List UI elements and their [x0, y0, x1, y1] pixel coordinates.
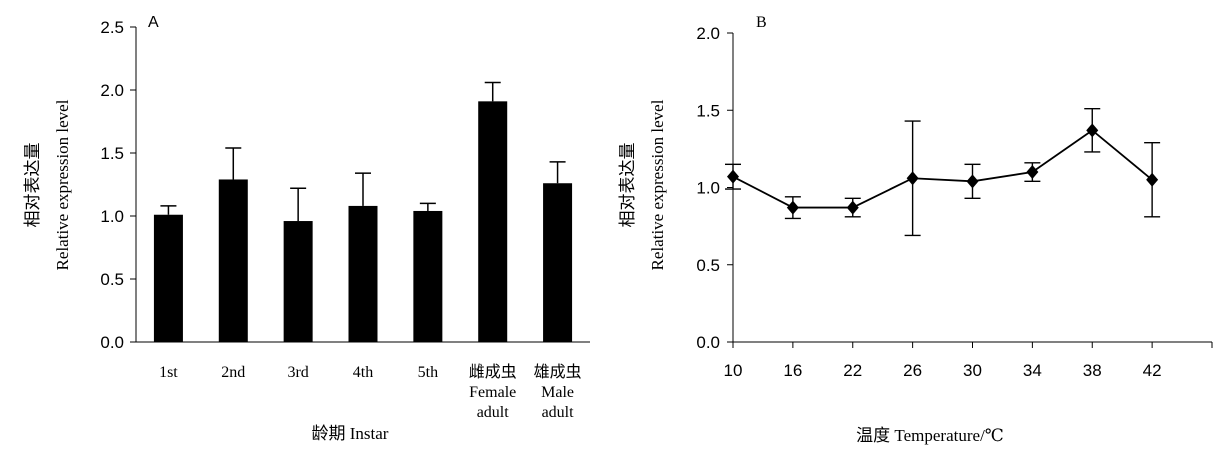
panel-b-x-label: 温度 Temperature/℃ — [856, 426, 1004, 445]
bar — [478, 101, 508, 342]
panel-b-x-ticks: 10 16 22 26 30 34 38 42 — [724, 342, 1213, 380]
x-tick-label: 42 — [1143, 361, 1162, 380]
bar — [413, 210, 443, 342]
y-tick-label: 1.0 — [100, 207, 124, 226]
data-point-marker — [727, 169, 739, 184]
data-point-marker — [1086, 123, 1099, 138]
x-tick-label: adult — [477, 404, 510, 421]
x-tick-label: Female — [469, 384, 516, 401]
x-tick-label: 16 — [783, 361, 802, 380]
x-tick-label: Male — [541, 384, 574, 401]
data-point-marker — [846, 200, 859, 215]
y-tick-label: 0.0 — [696, 333, 720, 352]
x-tick-label: 1st — [159, 364, 178, 381]
panel-a-y-ticks: 0.0 0.5 1.0 1.5 2.0 2.5 — [100, 18, 136, 352]
panel-a-bars — [153, 101, 573, 342]
x-tick-label: 4th — [353, 364, 373, 381]
x-tick-label: 26 — [903, 361, 922, 380]
x-tick-label: 34 — [1023, 361, 1042, 380]
panel-a-x-ticks: 1st 2nd 3rd 4th 5th 雌成虫 Female adult 雄成虫 Male adul… — [159, 362, 581, 421]
x-tick-label: 10 — [724, 361, 743, 380]
y-tick-label: 2.0 — [100, 81, 124, 100]
panel-a: A 0.0 0.5 1.0 1.5 2.0 2.5 1st 2nd 3rd 4th 5th 雌成虫 F… — [23, 14, 590, 443]
y-tick-label: 2.0 — [696, 24, 720, 43]
panel-b-series-line — [732, 129, 1153, 209]
y-tick-label: 0.5 — [696, 256, 720, 275]
panel-a-y-label-en: Relative expression level — [53, 99, 72, 270]
panel-b-y-label-en: Relative expression level — [648, 99, 667, 270]
x-tick-label: 雌成虫 — [469, 362, 517, 381]
x-tick-label: 5th — [418, 364, 438, 381]
panel-b-y-label-cn: 相对表达量 — [618, 143, 638, 228]
y-tick-label: 0.0 — [100, 333, 124, 352]
x-tick-label: 雄成虫 — [534, 362, 582, 381]
data-point-marker — [966, 174, 979, 189]
bar — [153, 214, 183, 342]
data-point-marker — [1146, 172, 1159, 187]
panel-b: B 0.0 0.5 1.0 1.5 2.0 10 16 22 26 30 34 38 42 相对表达量… — [618, 14, 1213, 445]
bar — [543, 183, 573, 342]
x-tick-label: 38 — [1083, 361, 1102, 380]
y-tick-label: 1.5 — [696, 101, 720, 120]
data-point-marker — [786, 200, 799, 215]
y-tick-label: 2.5 — [100, 18, 124, 37]
panel-a-error-bars — [160, 81, 566, 222]
bar — [283, 221, 313, 342]
y-tick-label: 1.5 — [100, 144, 124, 163]
bar — [218, 179, 248, 342]
x-tick-label: 3rd — [287, 364, 308, 381]
data-point-marker — [906, 171, 919, 186]
panel-b-y-ticks: 0.0 0.5 1.0 1.5 2.0 — [696, 24, 733, 352]
panel-b-label: B — [756, 14, 767, 31]
panel-a-y-label-cn: 相对表达量 — [23, 143, 43, 228]
x-tick-label: 2nd — [221, 364, 245, 381]
y-tick-label: 1.0 — [696, 179, 720, 198]
panel-a-label: A — [148, 14, 159, 31]
x-tick-label: 22 — [843, 361, 862, 380]
panel-a-x-label: 龄期 Instar — [312, 424, 389, 443]
x-tick-label: adult — [542, 404, 575, 421]
y-tick-label: 0.5 — [100, 270, 124, 289]
panel-b-markers — [727, 123, 1159, 215]
bar — [348, 205, 378, 342]
x-tick-label: 30 — [963, 361, 982, 380]
data-point-marker — [1026, 165, 1039, 180]
